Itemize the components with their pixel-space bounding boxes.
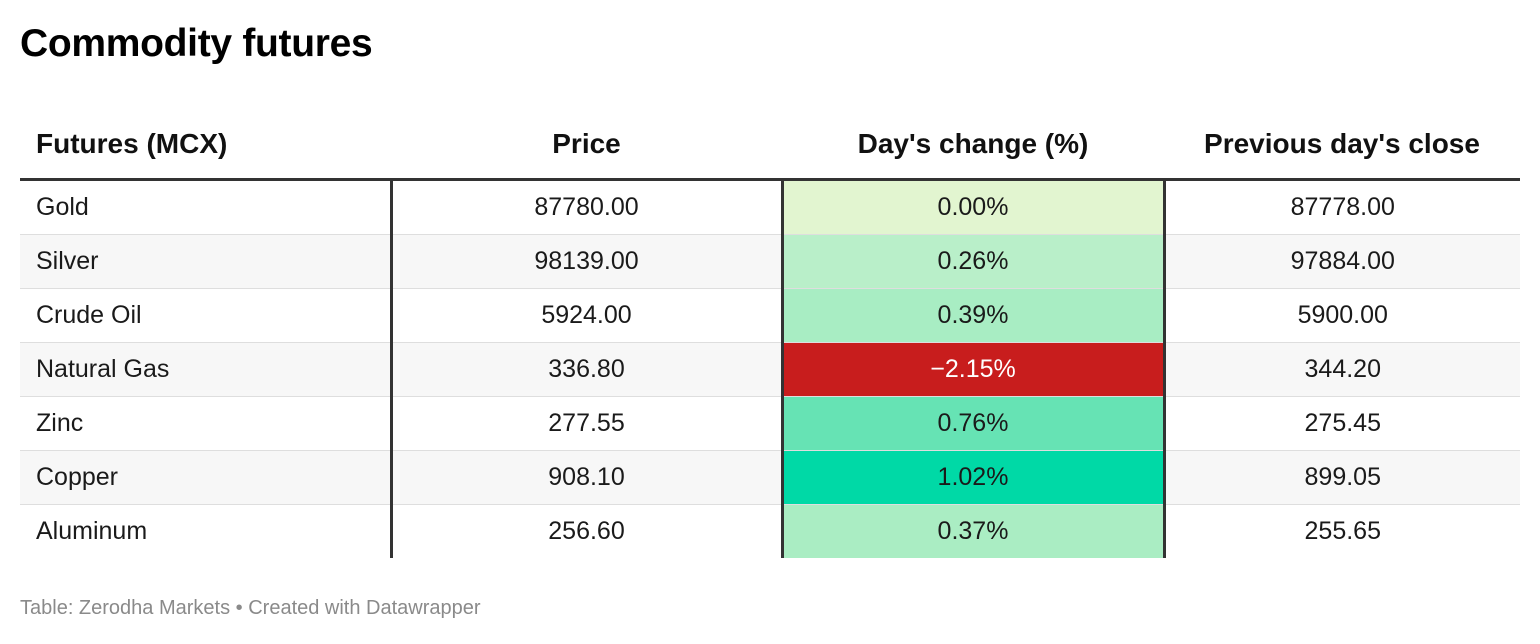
previous-close-cell: 344.20 xyxy=(1164,342,1520,397)
source-note: Table: Zerodha Markets • Created with Da… xyxy=(20,597,481,619)
price-cell: 277.55 xyxy=(391,396,784,451)
price-cell: 5924.00 xyxy=(391,288,784,343)
table-row: Crude Oil 5924.00 0.39% 5900.00 xyxy=(20,288,1520,343)
commodity-name: Aluminum xyxy=(20,504,393,558)
price-cell: 256.60 xyxy=(391,504,784,558)
day-change-cell: 0.26% xyxy=(782,234,1166,289)
commodity-name: Natural Gas xyxy=(20,342,393,397)
day-change-cell: −2.15% xyxy=(782,342,1166,397)
day-change-cell: 0.76% xyxy=(782,396,1166,451)
previous-close-cell: 899.05 xyxy=(1164,450,1520,505)
header-row: Futures (MCX) Price Day's change (%) Pre… xyxy=(20,110,1520,181)
previous-close-cell: 275.45 xyxy=(1164,396,1520,451)
previous-close-cell: 5900.00 xyxy=(1164,288,1520,343)
day-change-cell: 1.02% xyxy=(782,450,1166,505)
day-change-cell: 0.00% xyxy=(782,179,1166,235)
day-change-cell: 0.37% xyxy=(782,504,1166,558)
table-row: Silver 98139.00 0.26% 97884.00 xyxy=(20,234,1520,289)
commodity-table: Futures (MCX) Price Day's change (%) Pre… xyxy=(20,110,1520,558)
header-price[interactable]: Price xyxy=(391,110,782,181)
commodity-name: Gold xyxy=(20,179,393,235)
table-row: Zinc 277.55 0.76% 275.45 xyxy=(20,396,1520,451)
price-cell: 336.80 xyxy=(391,342,784,397)
table-row: Copper 908.10 1.02% 899.05 xyxy=(20,450,1520,505)
header-day-change[interactable]: Day's change (%) xyxy=(782,110,1164,181)
header-previous-close[interactable]: Previous day's close xyxy=(1164,110,1520,181)
chart-title: Commodity futures xyxy=(20,22,373,65)
previous-close-cell: 87778.00 xyxy=(1164,179,1520,235)
previous-close-cell: 97884.00 xyxy=(1164,234,1520,289)
price-cell: 87780.00 xyxy=(391,179,784,235)
price-cell: 98139.00 xyxy=(391,234,784,289)
table-row: Gold 87780.00 0.00% 87778.00 xyxy=(20,179,1520,235)
commodity-name: Silver xyxy=(20,234,393,289)
day-change-cell: 0.39% xyxy=(782,288,1166,343)
commodity-name: Zinc xyxy=(20,396,393,451)
header-futures[interactable]: Futures (MCX) xyxy=(20,110,391,181)
commodity-name: Crude Oil xyxy=(20,288,393,343)
table-row: Aluminum 256.60 0.37% 255.65 xyxy=(20,504,1520,558)
previous-close-cell: 255.65 xyxy=(1304,517,1381,545)
price-cell: 908.10 xyxy=(391,450,784,505)
commodity-name: Copper xyxy=(20,450,393,505)
table-row: Natural Gas 336.80 −2.15% 344.20 xyxy=(20,342,1520,397)
